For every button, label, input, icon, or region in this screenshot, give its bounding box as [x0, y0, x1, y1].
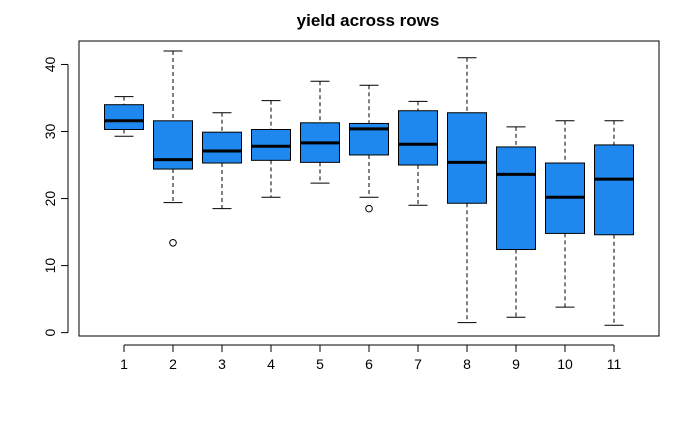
box-7 — [398, 110, 438, 166]
box-11 — [594, 144, 634, 236]
box-8 — [447, 112, 487, 204]
x-tick-label: 6 — [365, 356, 373, 372]
x-tick-label: 7 — [414, 356, 422, 372]
x-tick-label: 1 — [120, 356, 128, 372]
outlier-point — [169, 239, 177, 247]
x-tick-label: 11 — [607, 356, 622, 372]
y-tick-label: 20 — [42, 191, 58, 207]
y-tick-label: 30 — [42, 124, 58, 140]
y-tick-label: 10 — [42, 258, 58, 274]
x-tick-label: 8 — [463, 356, 471, 372]
outlier-point — [365, 204, 373, 213]
plot-area: 0 10 20 30 40 1 2 3 4 5 6 7 8 9 10 11 — [42, 40, 660, 372]
y-tick-label: 0 — [42, 329, 58, 337]
x-tick-label: 5 — [316, 356, 324, 372]
chart-title: yield across rows — [297, 11, 440, 30]
x-tick-label: 10 — [557, 356, 573, 372]
x-tick-label: 3 — [218, 356, 226, 372]
x-tick-label: 9 — [512, 356, 520, 372]
box-9 — [496, 146, 536, 251]
box-2 — [153, 120, 193, 170]
x-tick-label: 2 — [169, 356, 177, 372]
box-3 — [202, 131, 242, 164]
x-tick-label: 4 — [267, 356, 275, 372]
plot-frame — [78, 40, 660, 337]
y-tick-label: 40 — [42, 56, 58, 72]
box-1 — [104, 104, 144, 131]
